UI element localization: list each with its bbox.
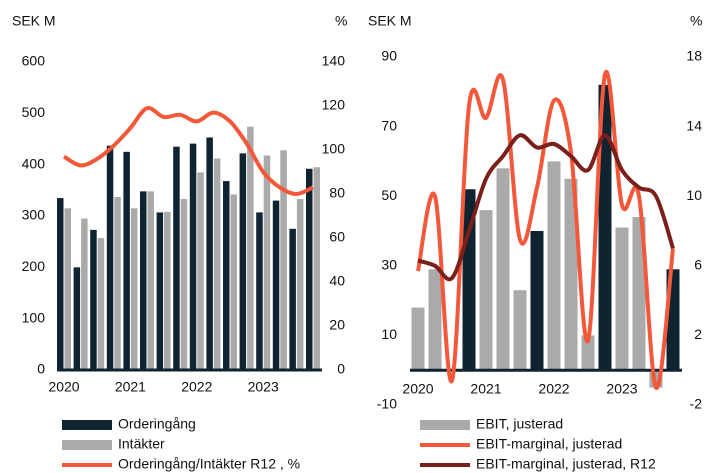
bar [462, 189, 476, 371]
y-tick-label: 500 [22, 104, 46, 120]
y2-tick-label: 10 [686, 187, 702, 203]
y-tick-label: 50 [381, 187, 397, 203]
x-tick-label: 2020 [402, 381, 433, 397]
legend-label: EBIT-marginal, justerad, R12 [476, 456, 656, 472]
y2-tick-label: 100 [322, 141, 346, 157]
bar [428, 269, 442, 371]
bar [64, 208, 71, 370]
bar [272, 200, 280, 370]
bar [189, 143, 197, 370]
y2-tick-label: 2 [694, 326, 702, 342]
bar [411, 307, 425, 371]
bar [156, 212, 164, 370]
bar [306, 168, 313, 370]
legend-swatch [62, 440, 112, 450]
legend-swatch [420, 420, 470, 430]
bar [140, 191, 147, 370]
bar [81, 218, 88, 370]
bar [598, 84, 612, 371]
line [62, 106, 314, 197]
bar [263, 155, 271, 370]
y2-tick-label: 18 [686, 48, 702, 64]
bar [73, 267, 81, 370]
line [417, 133, 675, 282]
y-tick-label: 100 [22, 309, 46, 325]
bar [180, 199, 188, 370]
bar [530, 231, 544, 371]
bar [296, 199, 304, 370]
y-tick-label: 0 [37, 361, 45, 377]
y2-tick-label: 120 [322, 97, 346, 113]
y2-tick-label: 140 [322, 53, 346, 69]
bar [479, 210, 493, 371]
legend-label: EBIT, justerad [476, 416, 563, 432]
x-tick-label: 2023 [248, 379, 279, 395]
bar [90, 229, 97, 370]
bar [581, 335, 595, 371]
legend-label: Orderingång [118, 416, 196, 432]
bar [57, 198, 64, 370]
bar [213, 158, 221, 370]
y2-tick-label: -2 [690, 396, 703, 412]
y-tick-label: 300 [22, 207, 46, 223]
y2-axis-label: % [335, 13, 347, 29]
bar [106, 145, 114, 370]
y-tick-label: 600 [22, 53, 46, 69]
y2-tick-label: 80 [329, 185, 345, 201]
y2-tick-label: 20 [329, 317, 345, 333]
y-tick-label: 10 [381, 326, 397, 342]
y2-tick-label: 6 [694, 257, 702, 273]
bar [97, 238, 105, 370]
bar [496, 168, 510, 371]
bar [513, 290, 527, 371]
x-tick-label: 2023 [606, 381, 637, 397]
bar [256, 212, 263, 370]
y2-tick-label: 14 [686, 117, 702, 133]
legend-label: Orderingång/Intäkter R12 , % [118, 456, 300, 472]
y-tick-label: 30 [381, 257, 397, 273]
bar [197, 172, 204, 370]
x-tick-label: 2021 [470, 381, 501, 397]
legend-label: Intäkter [118, 436, 165, 452]
bar [239, 153, 247, 370]
y-tick-label: 90 [381, 48, 397, 64]
bar [123, 151, 130, 370]
y-tick-label: 400 [22, 155, 46, 171]
bar [173, 146, 180, 370]
bar [147, 191, 154, 370]
bar [313, 167, 320, 370]
bar [247, 126, 254, 371]
x-tick-label: 2021 [115, 379, 146, 395]
bar [164, 211, 171, 370]
legend-swatch [62, 420, 112, 430]
y2-tick-label: 60 [329, 229, 345, 245]
y2-tick-label: 0 [337, 361, 345, 377]
bar [632, 217, 646, 371]
y2-axis-label: % [690, 13, 702, 29]
y-tick-label: 70 [381, 117, 397, 133]
y2-tick-label: 40 [329, 273, 345, 289]
line [416, 69, 675, 390]
bar [289, 228, 296, 370]
y-tick-label: -10 [377, 396, 397, 412]
x-tick-label: 2020 [48, 379, 79, 395]
y-axis-label: SEK M [368, 13, 412, 29]
bar [547, 161, 561, 371]
bar [230, 194, 237, 370]
y-tick-label: 200 [22, 258, 46, 274]
x-tick-label: 2022 [538, 381, 569, 397]
bar [206, 137, 213, 370]
bar [114, 197, 121, 370]
bar [280, 150, 287, 370]
legend-label: EBIT-marginal, justerad [476, 436, 622, 452]
x-tick-label: 2022 [181, 379, 212, 395]
bar [130, 208, 138, 370]
bar [223, 181, 230, 370]
bar [615, 227, 629, 371]
y-axis-label: SEK M [12, 13, 56, 29]
bar [564, 178, 578, 371]
